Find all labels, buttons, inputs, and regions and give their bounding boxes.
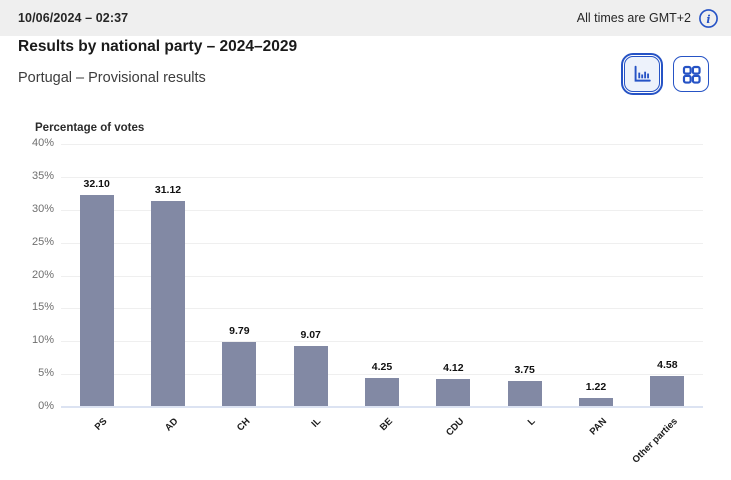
y-tick-label: 20% (31, 268, 54, 281)
topbar: 10/06/2024 – 02:37 All times are GMT+2 i (0, 0, 731, 36)
gridline (61, 176, 703, 178)
y-tick-label: 30% (31, 202, 54, 215)
chart-view-button[interactable] (621, 53, 663, 95)
bar-il[interactable] (293, 346, 328, 406)
bar-value-label: 31.12 (154, 184, 182, 197)
x-tick-label: CH (234, 416, 253, 434)
bar-value-label: 4.25 (371, 361, 393, 374)
x-tick-label: PS (92, 416, 110, 433)
bar-other-parties[interactable] (650, 375, 685, 406)
bar-value-label: 32.10 (83, 177, 110, 190)
x-tick-label: Other parties (630, 416, 681, 466)
y-tick-label: 15% (31, 301, 54, 314)
x-tick-label: BE (377, 416, 395, 434)
bar-value-label: 1.22 (585, 380, 607, 393)
gridline (61, 341, 703, 343)
gridline (61, 209, 703, 211)
bar-ch[interactable] (222, 341, 257, 406)
bar-cdu[interactable] (436, 378, 471, 406)
plot-area: 32.10 PS 31.12 AD 9.79 CH 9.07 IL 4.25 BE 4.12 CDU 3… (61, 144, 703, 466)
y-axis-labels: 0% 5% 10% 15% 20% 25% 30% 35% 40% (0, 137, 54, 412)
grid-view-button[interactable] (673, 56, 709, 92)
bar-l[interactable] (507, 381, 542, 406)
svg-text:i: i (706, 12, 710, 25)
bar-value-label: 9.07 (300, 329, 321, 342)
info-button[interactable]: i (698, 8, 719, 29)
chart-title: Percentage of votes (35, 122, 145, 134)
view-toggle (621, 53, 709, 95)
x-axis-line (61, 406, 703, 408)
timezone-note: All times are GMT+2 (576, 11, 691, 25)
bar-be[interactable] (365, 378, 399, 406)
x-tick-label: CDU (443, 416, 467, 439)
gridline (61, 144, 703, 145)
grid-icon (681, 64, 702, 85)
bar-ad[interactable] (151, 201, 185, 406)
x-tick-label: AD (163, 416, 181, 434)
y-tick-label: 10% (31, 334, 54, 347)
datetime-label: 10/06/2024 – 02:37 (18, 11, 129, 25)
x-tick-label: IL (309, 416, 324, 430)
bar-value-label: 3.75 (514, 364, 535, 377)
y-tick-label: 5% (38, 367, 54, 380)
y-tick-label: 25% (31, 235, 54, 248)
bar-value-label: 4.58 (657, 358, 678, 371)
bar-ps[interactable] (79, 194, 114, 406)
gridline (61, 374, 703, 376)
y-tick-label: 40% (31, 137, 54, 149)
bar-chart-icon (631, 63, 653, 85)
bar-pan[interactable] (579, 397, 613, 406)
info-icon: i (698, 8, 719, 29)
gridline (61, 308, 703, 310)
page-title: Results by national party – 2024–2029 (18, 38, 298, 55)
y-tick-label: 35% (31, 169, 54, 182)
page-subtitle: Portugal – Provisional results (18, 70, 206, 86)
bar-value-label: 4.12 (443, 361, 464, 374)
results-chart: Percentage of votes 0% 5% 10% 15% 20% 25% 30% 3… (0, 115, 731, 480)
gridline (61, 242, 703, 244)
gridline (61, 275, 703, 277)
bar-value-label: 9.79 (229, 324, 250, 337)
x-tick-label: PAN (587, 416, 609, 438)
y-tick-label: 0% (38, 400, 54, 412)
x-tick-label: L (525, 416, 538, 428)
